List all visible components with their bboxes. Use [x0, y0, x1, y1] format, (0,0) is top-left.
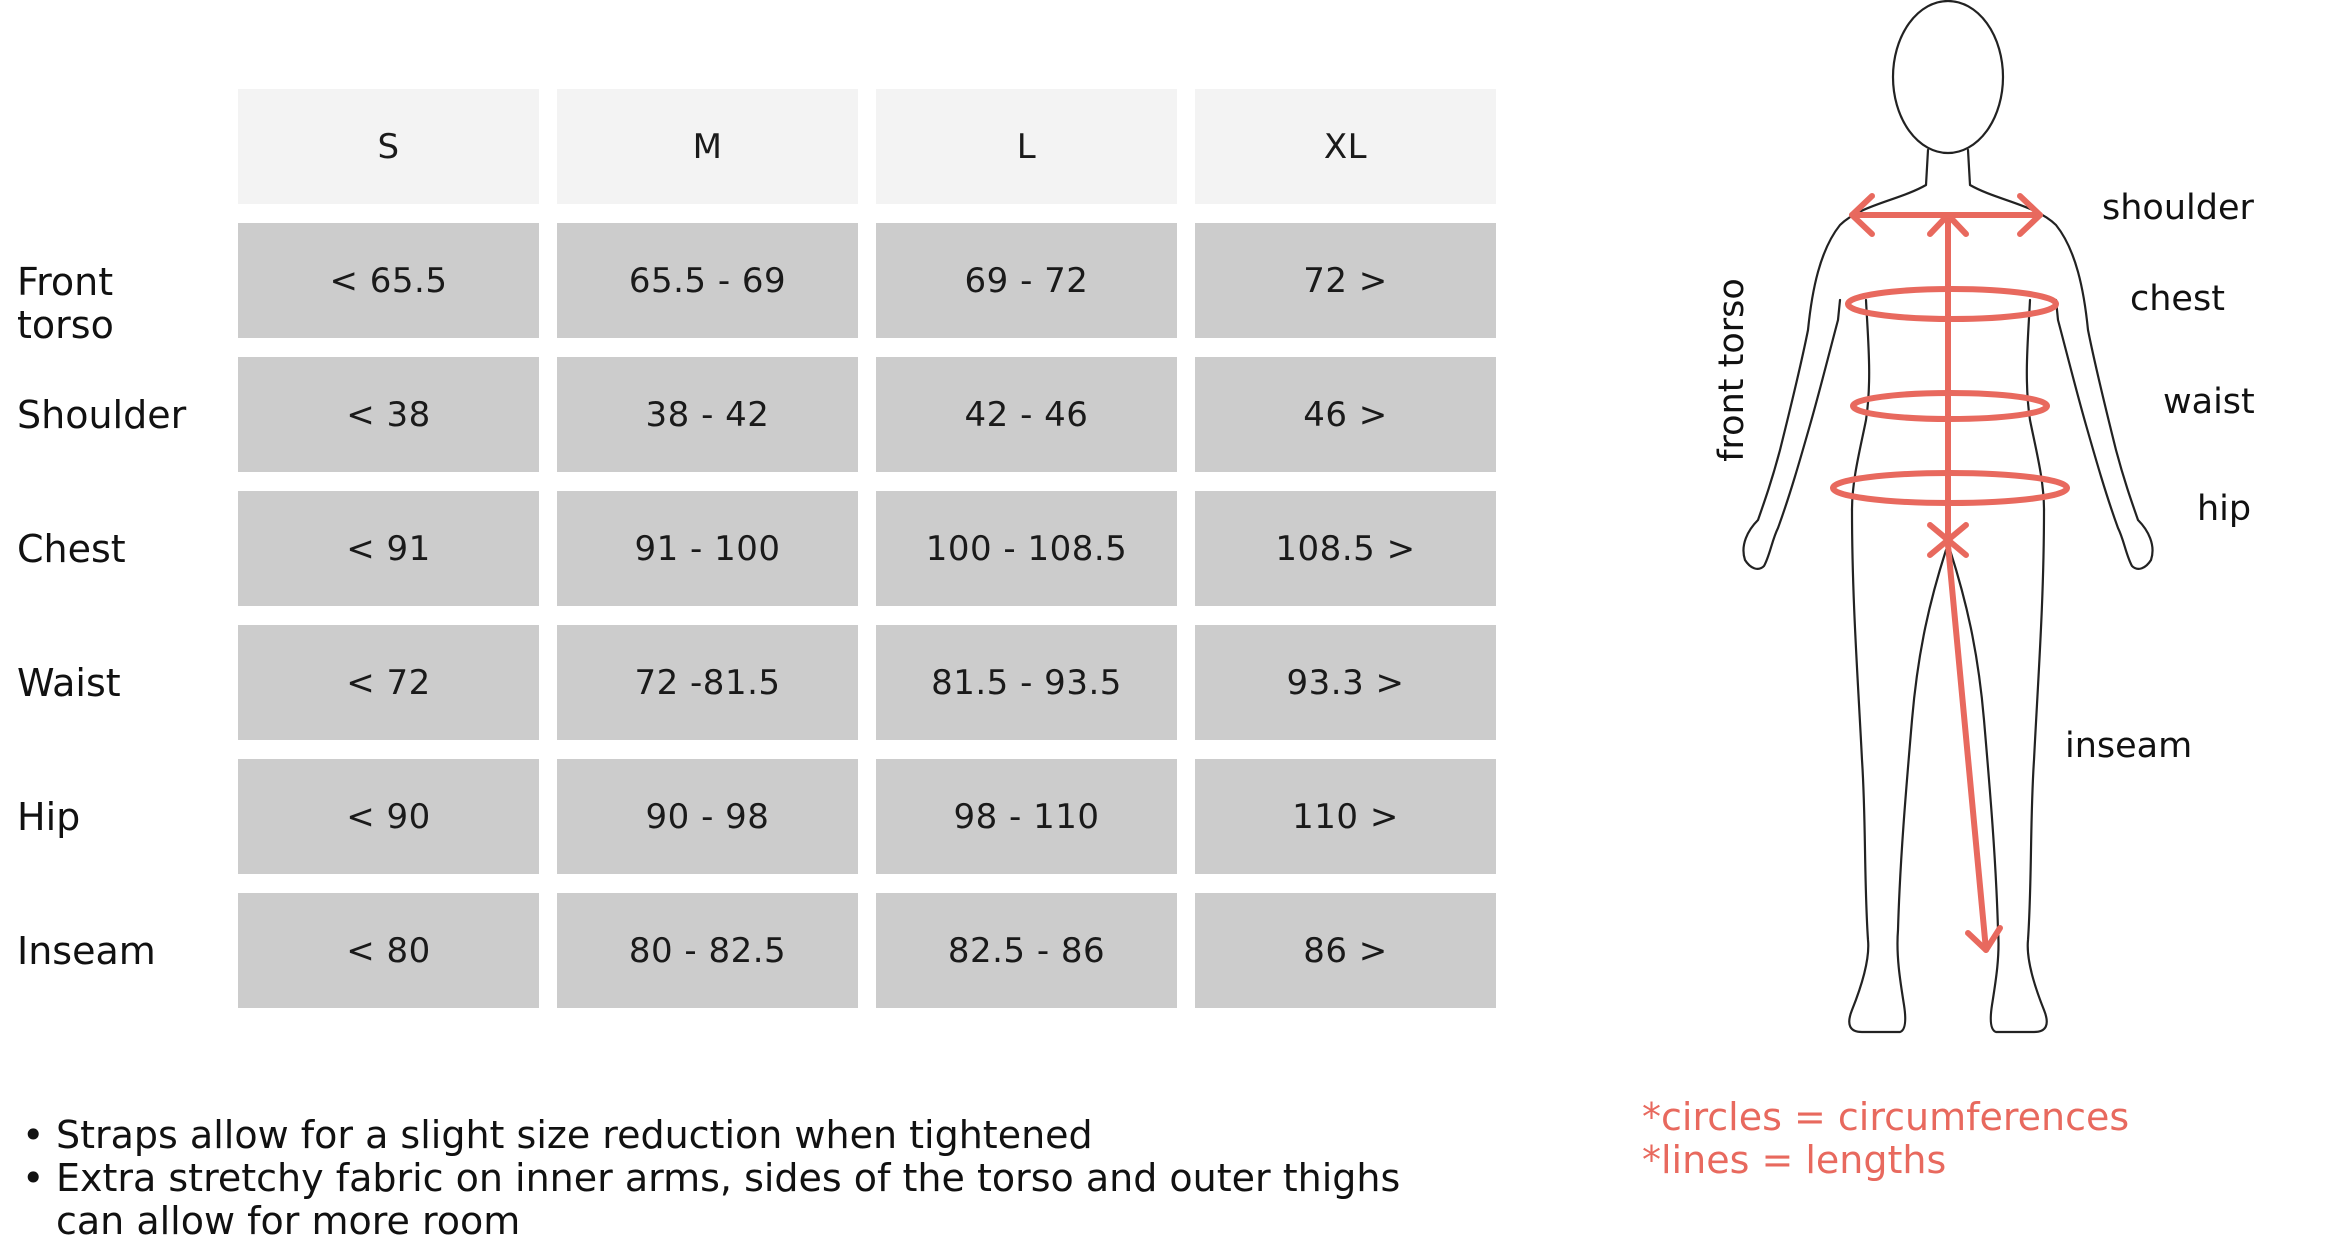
cell-hip-s: < 90 — [238, 759, 539, 874]
note-text: Extra stretchy fabric on inner arms, sid… — [56, 1156, 1401, 1200]
shoulder-arrowhead-right — [2017, 193, 2043, 237]
body-outline — [1742, 0, 2154, 1034]
note-continuation: can allow for more room — [22, 1200, 1482, 1243]
row-label-hip: Hip — [17, 795, 81, 839]
cell-waist-m: 72 -81.5 — [557, 625, 858, 740]
cell-hip-m: 90 - 98 — [557, 759, 858, 874]
cell-inseam-s: < 80 — [238, 893, 539, 1008]
label-waist: waist — [2163, 382, 2255, 422]
cell-chest-xl: 108.5 > — [1195, 491, 1496, 606]
size-header-l: L — [876, 89, 1177, 204]
waist-circle — [1850, 390, 2050, 422]
cell-front-torso-l: 69 - 72 — [876, 223, 1177, 338]
cell-chest-m: 91 - 100 — [557, 491, 858, 606]
leg-outline — [1948, 508, 2048, 1034]
cell-shoulder-l: 42 - 46 — [876, 357, 1177, 472]
size-header-xl: XL — [1195, 89, 1496, 204]
cell-hip-l: 98 - 110 — [876, 759, 1177, 874]
cell-inseam-m: 80 - 82.5 — [557, 893, 858, 1008]
cell-hip-xl: 110 > — [1195, 759, 1496, 874]
cell-inseam-xl: 86 > — [1195, 893, 1496, 1008]
note-text: can allow for more room — [56, 1199, 521, 1243]
legend-lines: *lines = lengths — [1642, 1138, 1947, 1182]
head-outline — [1891, 0, 2005, 155]
leg-outline — [1848, 508, 1948, 1034]
torso-outline — [1966, 148, 2154, 570]
bullet-icon: • — [22, 1113, 45, 1157]
front-torso-arrowhead — [1927, 212, 1969, 237]
row-label-waist: Waist — [17, 661, 121, 705]
cell-waist-s: < 72 — [238, 625, 539, 740]
label-front-torso: front torso — [1712, 278, 1752, 462]
body-measurement-figure — [1742, 0, 2154, 1034]
row-label-chest: Chest — [17, 527, 126, 571]
label-hip: hip — [2197, 489, 2252, 529]
note-item: • Straps allow for a slight size reducti… — [22, 1114, 1482, 1157]
note-text: Straps allow for a slight size reduction… — [56, 1113, 1093, 1157]
row-label-inseam: Inseam — [17, 929, 156, 973]
row-label-front-torso: Front torso — [17, 260, 114, 347]
cell-waist-xl: 93.3 > — [1195, 625, 1496, 740]
size-header-s: S — [238, 89, 539, 204]
crotch-cross — [1927, 522, 1969, 558]
row-label-shoulder: Shoulder — [17, 393, 187, 437]
cell-chest-l: 100 - 108.5 — [876, 491, 1177, 606]
label-inseam: inseam — [2065, 726, 2193, 766]
chest-circle — [1845, 286, 2059, 322]
measurement-markers — [1830, 193, 2070, 953]
inseam-line — [1945, 542, 1989, 953]
cell-shoulder-s: < 38 — [238, 357, 539, 472]
note-item: • Extra stretchy fabric on inner arms, s… — [22, 1157, 1482, 1200]
cell-front-torso-xl: 72 > — [1195, 223, 1496, 338]
cell-shoulder-xl: 46 > — [1195, 357, 1496, 472]
shoulder-arrowhead-left — [1849, 193, 1875, 237]
cell-front-torso-m: 65.5 - 69 — [557, 223, 858, 338]
label-shoulder: shoulder — [2102, 188, 2254, 228]
cell-inseam-l: 82.5 - 86 — [876, 893, 1177, 1008]
cell-shoulder-m: 38 - 42 — [557, 357, 858, 472]
cell-front-torso-s: < 65.5 — [238, 223, 539, 338]
cell-waist-l: 81.5 - 93.5 — [876, 625, 1177, 740]
torso-outline — [1742, 148, 1930, 570]
label-chest: chest — [2130, 279, 2225, 319]
size-header-m: M — [557, 89, 858, 204]
inseam-arrowhead — [1965, 925, 2003, 953]
bullet-icon: • — [22, 1156, 45, 1200]
cell-chest-s: < 91 — [238, 491, 539, 606]
legend-circles: *circles = circumferences — [1642, 1095, 2130, 1139]
hip-circle — [1830, 470, 2070, 506]
